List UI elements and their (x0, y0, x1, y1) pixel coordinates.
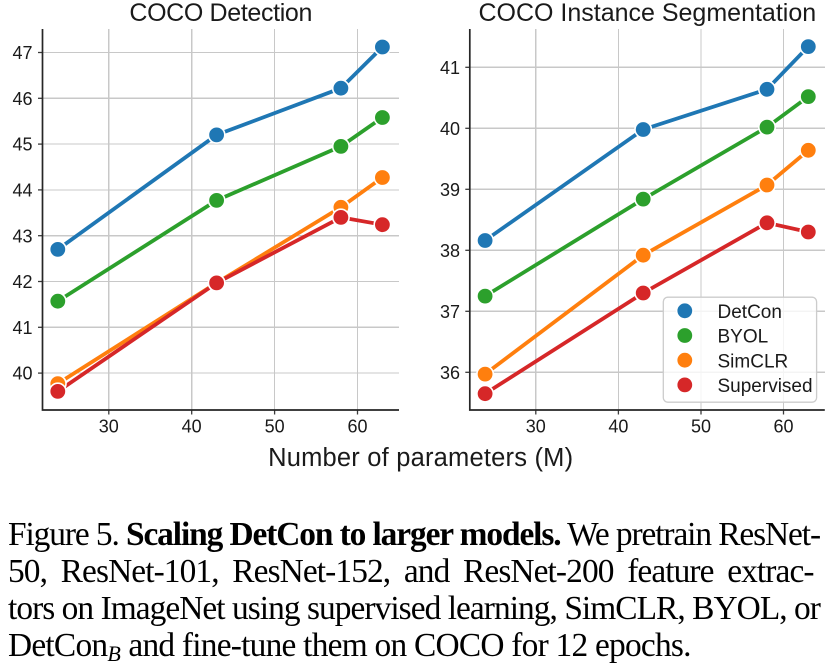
svg-text:47: 47 (12, 43, 32, 63)
svg-text:37: 37 (440, 302, 460, 322)
svg-text:60: 60 (347, 417, 367, 437)
svg-text:COCO Detection: COCO Detection (129, 0, 312, 27)
svg-text:46: 46 (12, 89, 32, 109)
svg-text:Number of parameters (M): Number of parameters (M) (268, 444, 573, 472)
svg-text:40: 40 (608, 417, 628, 437)
svg-text:30: 30 (99, 417, 119, 437)
svg-text:40: 40 (440, 119, 460, 139)
svg-text:36: 36 (440, 363, 460, 383)
svg-text:60: 60 (773, 417, 793, 437)
svg-text:44: 44 (12, 181, 32, 201)
svg-text:COCO Instance Segmentation: COCO Instance Segmentation (478, 0, 816, 27)
svg-text:30: 30 (526, 417, 546, 437)
svg-text:DetCon: DetCon (718, 302, 782, 323)
svg-text:38: 38 (440, 241, 460, 261)
svg-text:Supervised: Supervised (718, 376, 813, 397)
svg-text:42: 42 (12, 272, 32, 292)
svg-text:40: 40 (12, 364, 32, 384)
svg-text:43: 43 (12, 226, 32, 246)
svg-text:50: 50 (691, 417, 711, 437)
svg-text:50: 50 (265, 417, 285, 437)
svg-text:40: 40 (182, 417, 202, 437)
svg-text:BYOL: BYOL (718, 327, 769, 348)
svg-text:41: 41 (440, 58, 460, 78)
svg-text:41: 41 (12, 318, 32, 338)
svg-text:39: 39 (440, 180, 460, 200)
svg-text:45: 45 (12, 135, 32, 155)
svg-text:SimCLR: SimCLR (718, 351, 789, 372)
